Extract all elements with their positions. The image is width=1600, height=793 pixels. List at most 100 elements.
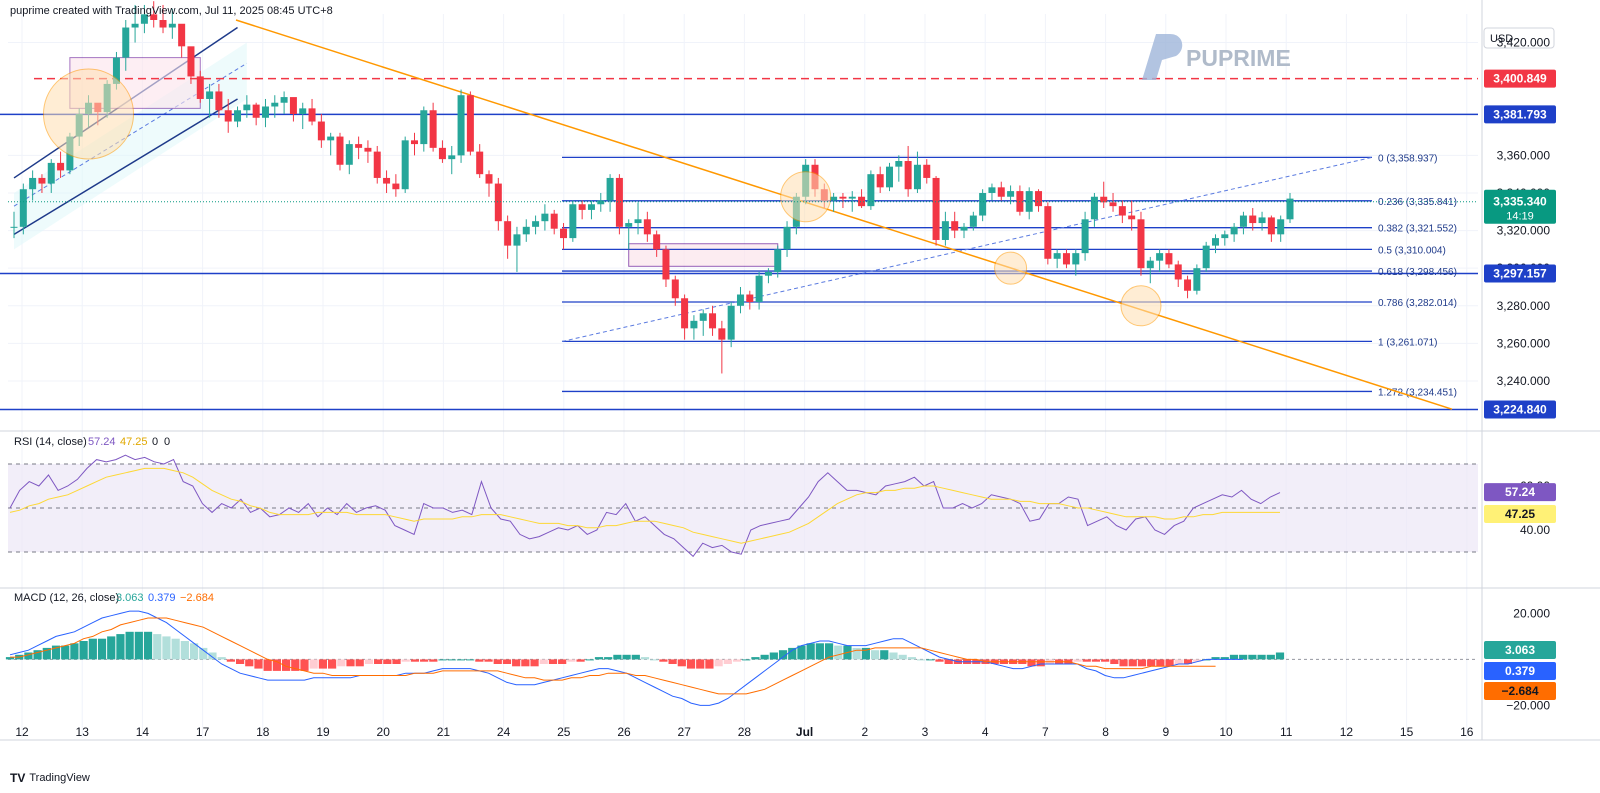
macd-histogram-bar [604,657,613,660]
macd-histogram-bar [567,659,576,662]
macd-histogram-bar [594,657,604,660]
candle-body [504,221,512,246]
rsi-extra-value: 0 [152,436,158,448]
macd-histogram-bar [125,631,134,660]
candle-body [541,213,549,222]
candle-body [392,183,400,190]
time-axis-tick: 24 [497,725,511,739]
candle-body [569,204,577,239]
macd-histogram-bar [558,659,567,664]
candle-body [1137,219,1145,269]
macd-signal-value: −2.684 [180,592,214,604]
candle-body [438,147,446,160]
highlight-circle [994,251,1028,285]
candle-body [1174,264,1182,280]
macd-histogram-bar [742,659,751,661]
time-axis-tick: 12 [1340,725,1354,739]
macd-histogram-bar [88,638,97,660]
rsi-value: 57.24 [88,436,116,448]
candle-body [494,183,502,222]
macd-histogram-bar [1165,659,1174,667]
macd-histogram-bar [1101,659,1110,662]
macd-histogram-bar [383,659,392,664]
macd-histogram-bar [245,659,254,667]
macd-histogram-bar [944,659,953,664]
time-axis-tick: Jul [796,725,813,739]
candle-body [383,177,391,184]
highlight-circle [1120,285,1162,327]
rsi-badge-bg [1484,483,1556,502]
candle-body [615,177,623,227]
candle-body [755,275,763,303]
rsi-title: RSI (14, close) [14,436,87,448]
macd-histogram-bar [134,631,143,660]
macd-histogram-bar [668,659,677,664]
candle-body [429,110,437,148]
macd-histogram-bar [1082,659,1091,662]
candle-body [606,177,614,201]
candle-body [1211,238,1219,246]
macd-histogram-bar [475,659,484,662]
candle-body [932,177,940,240]
macd-histogram-bar [199,647,208,660]
macd-histogram-bar [364,659,374,664]
time-axis-tick: 20 [377,725,391,739]
macd-histogram-bar [815,643,824,660]
macd-histogram-bar [677,659,686,667]
time-axis-tick: 2 [861,725,868,739]
candle-body [122,27,130,58]
candle-body [1062,253,1070,265]
last-price-countdown: 14:19 [1506,211,1534,223]
level-badge-bg [1484,69,1556,88]
zone-box [628,243,779,267]
candle-body [671,279,679,299]
candle-body [783,226,791,250]
candle-body [448,155,456,160]
rsi-ma-value: 47.25 [120,436,148,448]
macd-histogram-bar [1229,654,1239,660]
macd-histogram-bar [650,659,659,661]
candle-body [662,249,670,280]
candle-body [746,294,754,303]
level-badge: 3,224.840 [1493,402,1547,416]
candle-body [178,23,186,47]
macd-histogram-bar [438,659,447,661]
macd-signal-badge: −2.684 [1501,684,1538,698]
candle-body [224,110,232,122]
macd-histogram-bar [1239,654,1248,660]
macd-histogram-bar [852,647,861,660]
macd-histogram-bar [1137,659,1147,667]
time-axis-tick: 21 [437,725,451,739]
macd-histogram-bar [806,643,815,660]
time-axis-tick: 11 [1280,725,1293,739]
price-axis-tick: 3,320.000 [1497,224,1551,238]
candle-body [327,136,335,141]
macd-histogram-bar [1174,659,1183,664]
candle-body [913,164,921,190]
macd-histogram-bar [171,638,180,660]
macd-histogram-bar [466,659,475,661]
candle-body [1128,215,1136,220]
candle-body [187,46,195,77]
candle-body [764,271,772,276]
last-price-badge-bg [1484,189,1556,224]
macd-hist-badge-bg [1484,641,1556,659]
macd-histogram-bar [530,659,539,667]
candle-body [345,144,353,165]
candle-body [625,223,633,227]
macd-axis-tick: 20.000 [1513,606,1550,620]
macd-histogram-bar [153,634,162,660]
candle-body [699,313,707,321]
macd-histogram-bar [281,659,291,671]
candle-body [1081,219,1089,254]
macd-value: 0.379 [148,592,176,604]
candle-body [960,226,968,231]
macd-histogram-bar [696,659,705,669]
macd-histogram-bar [760,654,769,660]
candle-body [234,110,242,122]
macd-signal-badge-bg [1484,682,1556,700]
candle-body [997,187,1005,197]
candle-body [1072,253,1080,265]
macd-histogram-bar [613,654,622,660]
time-axis-tick: 17 [196,725,210,739]
